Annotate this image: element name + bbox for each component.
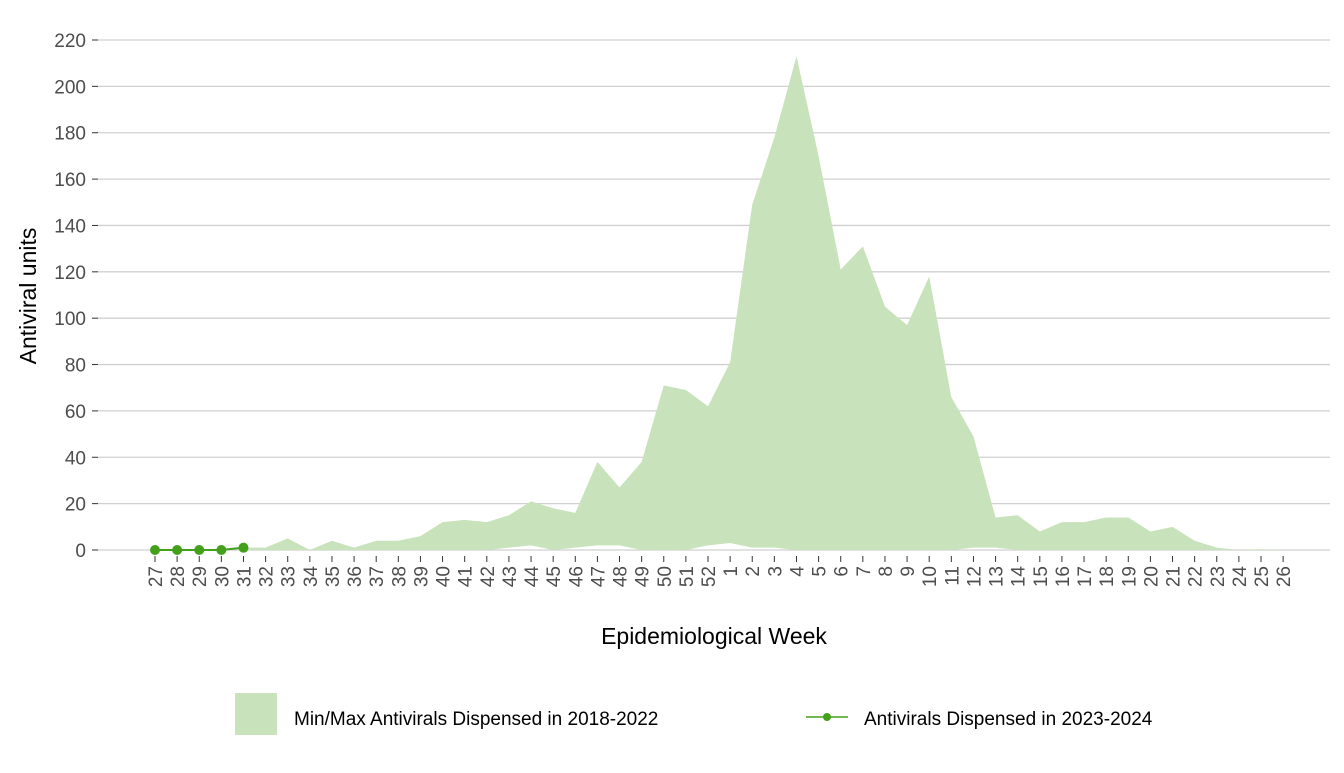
x-tick-label: 51 — [677, 566, 698, 587]
legend-label-line: Antivirals Dispensed in 2023-2024 — [864, 709, 1153, 730]
x-tick-label: 11 — [942, 566, 963, 586]
min-max-ribbon — [243, 56, 1284, 551]
x-tick-label: 33 — [279, 566, 300, 587]
y-tick-label: 160 — [54, 170, 86, 191]
y-tick-label: 200 — [54, 77, 86, 98]
x-tick-label: 18 — [1097, 566, 1118, 587]
x-tick-label: 17 — [1075, 566, 1096, 587]
x-tick-label: 9 — [898, 566, 919, 577]
legend-label-ribbon: Min/Max Antivirals Dispensed in 2018-202… — [294, 709, 658, 730]
y-tick-label: 220 — [54, 31, 86, 52]
x-tick-label: 6 — [832, 566, 853, 577]
current-season-line — [150, 542, 249, 555]
y-tick-label: 0 — [75, 541, 86, 562]
x-tick-label: 16 — [1053, 566, 1074, 587]
x-tick-label: 29 — [190, 566, 211, 587]
x-tick-label: 48 — [611, 566, 632, 587]
x-tick-label: 7 — [854, 566, 875, 577]
ribbon-area — [243, 56, 1284, 551]
x-tick-label: 14 — [1009, 566, 1030, 588]
x-tick-label: 41 — [456, 566, 477, 587]
current-season-point — [238, 542, 249, 553]
x-tick-label: 45 — [544, 566, 565, 587]
legend-swatch-ribbon — [235, 693, 277, 735]
y-tick-label: 100 — [54, 309, 86, 330]
x-tick-label: 40 — [434, 566, 455, 587]
current-season-point — [150, 545, 160, 555]
current-season-point — [172, 545, 183, 555]
x-tick-label: 31 — [234, 566, 255, 587]
x-tick-label: 13 — [987, 566, 1008, 587]
x-tick-label: 24 — [1230, 566, 1251, 588]
x-tick-label: 22 — [1186, 566, 1207, 587]
y-tick-label: 60 — [65, 402, 86, 423]
x-tick-label: 38 — [389, 566, 410, 587]
x-tick-label: 21 — [1164, 566, 1185, 587]
x-tick-label: 35 — [323, 566, 344, 587]
legend: Min/Max Antivirals Dispensed in 2018-202… — [235, 693, 1153, 735]
current-season-point — [194, 545, 205, 555]
y-tick-label: 20 — [65, 495, 86, 516]
x-tick-label: 36 — [345, 566, 366, 587]
x-tick-label: 3 — [765, 566, 786, 577]
y-tick-label: 180 — [54, 124, 86, 145]
x-tick-label: 27 — [146, 566, 167, 587]
x-tick-label: 5 — [810, 566, 831, 577]
x-tick-label: 28 — [168, 566, 189, 587]
x-tick-label: 47 — [588, 566, 609, 587]
x-tick-label: 15 — [1031, 566, 1052, 587]
x-tick-label: 37 — [367, 566, 388, 587]
x-tick-label: 42 — [478, 566, 499, 587]
y-tick-label: 120 — [54, 263, 86, 284]
x-tick-label: 10 — [920, 566, 941, 587]
y-axis-ticks: 0 20 40 60 80 100 120 140 160 180 200 220 — [54, 31, 98, 562]
x-axis-label: Epidemiological Week — [601, 623, 827, 649]
x-tick-label: 43 — [500, 566, 521, 587]
x-tick-label: 30 — [212, 566, 233, 587]
x-tick-label: 52 — [699, 566, 720, 587]
x-tick-label: 34 — [301, 566, 322, 588]
y-tick-label: 80 — [65, 356, 86, 377]
x-tick-label: 46 — [566, 566, 587, 587]
x-tick-label: 1 — [721, 566, 742, 577]
y-tick-label: 40 — [65, 448, 86, 469]
x-tick-label: 19 — [1119, 566, 1140, 587]
x-tick-label: 32 — [257, 566, 278, 587]
x-tick-label: 44 — [522, 566, 543, 588]
x-tick-label: 4 — [787, 566, 808, 577]
x-tick-label: 20 — [1141, 566, 1162, 587]
x-tick-label: 25 — [1252, 566, 1273, 587]
current-season-point — [216, 545, 227, 555]
legend-swatch-point — [823, 713, 831, 721]
x-tick-label: 26 — [1274, 566, 1295, 587]
x-axis-ticks: 27 28 29 30 31 32 33 34 35 36 37 38 39 40 41 42 43 44 45 46… — [146, 556, 1295, 587]
x-tick-label: 49 — [633, 566, 654, 587]
gridlines — [98, 39, 1330, 551]
x-tick-label: 50 — [655, 566, 676, 587]
y-tick-label: 140 — [54, 216, 86, 237]
x-tick-label: 23 — [1208, 566, 1229, 587]
y-axis-label: Antiviral units — [15, 228, 41, 365]
x-tick-label: 8 — [876, 566, 897, 577]
x-tick-label: 2 — [743, 566, 764, 577]
x-tick-label: 39 — [411, 566, 432, 587]
x-tick-label: 12 — [964, 566, 985, 587]
